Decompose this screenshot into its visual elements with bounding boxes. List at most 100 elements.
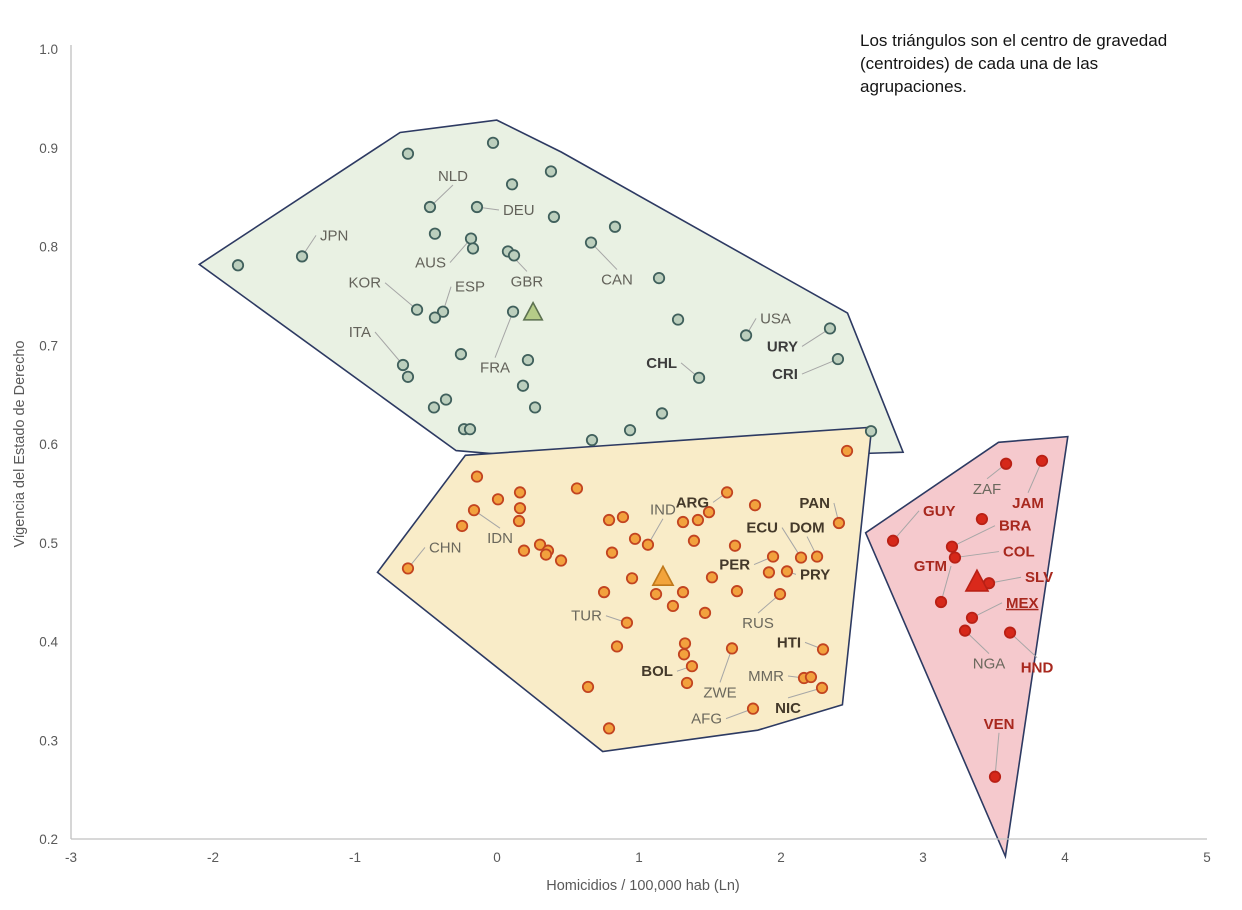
country-label-deu: DEU: [503, 202, 535, 219]
data-point-ven: [988, 770, 1002, 783]
data-point: [691, 513, 705, 527]
label-leader-line: [954, 551, 1000, 559]
country-label-ven: VEN: [984, 716, 1015, 733]
data-point-mex: [965, 611, 979, 624]
data-point-kor: [410, 303, 424, 316]
data-point: [454, 348, 468, 361]
country-label-tur: TUR: [571, 608, 602, 625]
data-point: [677, 648, 691, 661]
country-label-aus: AUS: [415, 255, 446, 272]
data-point: [491, 493, 505, 506]
cluster-hull-rule-of-law-high: [197, 119, 905, 463]
data-point-cri: [831, 352, 845, 366]
x-tick-label: -1: [349, 850, 361, 865]
y-tick-label: 0.4: [39, 635, 58, 650]
data-point-pry: [780, 565, 794, 578]
country-label-zwe: ZWE: [703, 684, 736, 701]
data-point-jam: [1035, 454, 1049, 467]
data-point: [544, 165, 558, 178]
country-label-zaf: ZAF: [973, 481, 1001, 498]
data-point: [652, 271, 666, 285]
x-tick-label: 2: [777, 850, 785, 865]
data-point-jpn: [295, 250, 309, 263]
country-label-bra: BRA: [999, 518, 1032, 535]
country-label-ita: ITA: [349, 324, 371, 341]
data-point-usa: [739, 329, 753, 342]
data-point: [676, 586, 690, 599]
data-point: [649, 587, 663, 601]
label-leader-line: [590, 242, 618, 270]
data-point: [687, 534, 701, 547]
country-label-pan: PAN: [799, 495, 830, 512]
data-point: [427, 401, 441, 414]
country-label-esp: ESP: [455, 279, 485, 296]
data-point: [625, 572, 639, 585]
data-point: [804, 670, 818, 684]
data-point-afg: [746, 702, 760, 715]
label-leader-line: [892, 510, 920, 542]
data-point-pan: [832, 516, 846, 530]
y-tick-label: 0.8: [39, 240, 58, 255]
data-point-bol: [685, 660, 699, 673]
data-point: [678, 637, 692, 650]
data-point: [581, 680, 595, 694]
data-point: [605, 546, 619, 559]
label-leader-line: [801, 358, 839, 375]
country-label-fra: FRA: [480, 360, 510, 377]
centroid-triangle-rule-of-law-mid: [651, 564, 675, 587]
centroid-triangle-rule-of-law-high: [522, 300, 544, 321]
country-label-usa: USA: [760, 310, 791, 327]
y-axis-title: Vigencia del Estado de Derecho: [12, 341, 28, 548]
x-tick-label: 3: [919, 850, 927, 865]
data-point-chn: [401, 562, 415, 575]
data-point: [671, 313, 685, 326]
data-point-fra: [506, 305, 520, 318]
data-point-rus: [773, 587, 787, 601]
data-point: [655, 407, 669, 420]
data-point: [455, 519, 469, 533]
label-leader-line: [374, 331, 404, 366]
country-label-jpn: JPN: [320, 227, 348, 244]
data-point-bra: [945, 540, 959, 553]
data-point: [616, 510, 630, 524]
data-point: [748, 499, 762, 512]
country-label-rus: RUS: [742, 615, 774, 632]
country-label-nga: NGA: [973, 656, 1006, 673]
label-leader-line: [951, 525, 996, 548]
data-point: [513, 486, 527, 499]
data-point-esp: [436, 305, 450, 318]
data-point: [539, 548, 553, 561]
country-label-hti: HTI: [777, 634, 801, 651]
country-label-jam: JAM: [1012, 495, 1044, 512]
data-point-gtm: [934, 595, 948, 609]
x-tick-label: 0: [493, 850, 501, 865]
label-leader-line: [994, 732, 1000, 777]
country-label-afg: AFG: [691, 711, 722, 728]
data-point-hti: [816, 643, 830, 656]
y-tick-label: 0.5: [39, 536, 58, 551]
country-label-dom: DOM: [790, 520, 825, 537]
data-point: [533, 538, 547, 551]
country-label-idn: IDN: [487, 530, 513, 547]
data-point: [840, 444, 854, 458]
data-point: [623, 424, 637, 437]
data-point: [602, 513, 616, 527]
data-point-dom: [810, 550, 824, 563]
data-point-arg: [720, 486, 734, 499]
y-tick-label: 0.7: [39, 338, 58, 353]
data-point: [705, 571, 719, 584]
data-point-hnd: [1003, 626, 1017, 639]
label-leader-line: [384, 282, 418, 311]
data-point: [231, 259, 245, 272]
data-point: [428, 311, 442, 324]
data-point: [439, 393, 453, 406]
data-point: [463, 423, 477, 436]
data-point-aus: [464, 232, 478, 245]
data-point: [513, 502, 527, 515]
data-point: [666, 599, 680, 613]
data-point: [466, 242, 480, 255]
centroid-triangle-rule-of-law-low: [964, 568, 990, 592]
country-label-per: PER: [719, 557, 750, 574]
country-label-ury: URY: [767, 338, 798, 355]
data-point-guy: [886, 534, 900, 547]
